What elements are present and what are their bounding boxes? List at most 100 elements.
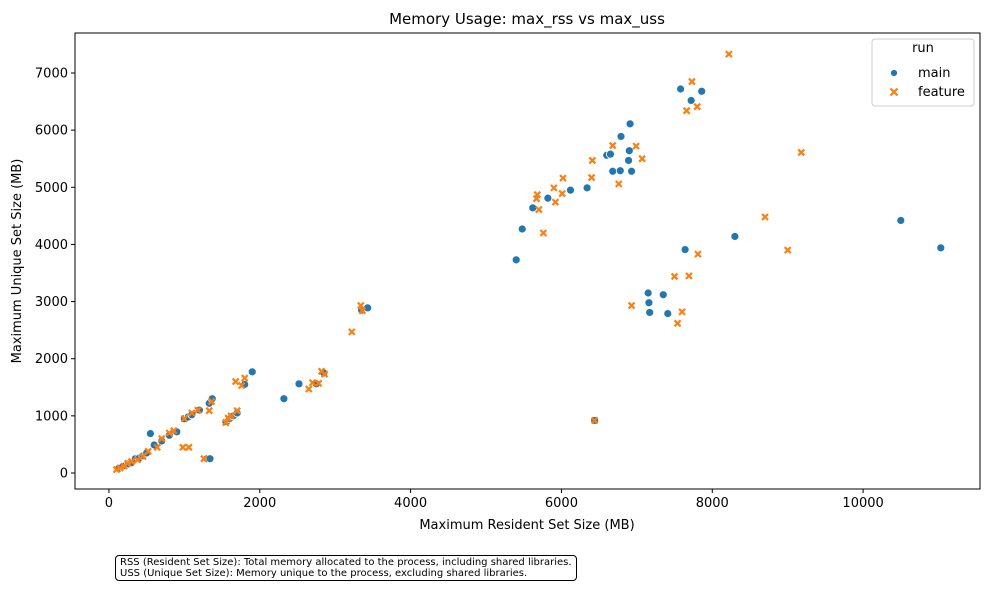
point-feature	[179, 443, 187, 452]
point-feature	[797, 148, 806, 157]
y-tick-label: 5000	[35, 181, 68, 196]
point-feature	[205, 406, 214, 415]
point-main	[624, 156, 633, 165]
point-feature	[133, 456, 142, 464]
point-feature	[587, 173, 596, 182]
point-main	[625, 119, 635, 129]
y-tick-label: 6000	[35, 124, 68, 139]
point-main	[686, 96, 696, 105]
point-feature	[694, 250, 702, 258]
x-tick-label: 6000	[545, 496, 578, 511]
point-feature	[240, 374, 249, 382]
chart-title: Memory Usage: max_rss vs max_uss	[389, 10, 665, 29]
legend-label-main: main	[918, 66, 950, 81]
point-main	[624, 146, 634, 156]
point-main	[730, 232, 740, 241]
point-feature	[144, 447, 152, 456]
point-feature	[308, 378, 317, 387]
point-main	[279, 394, 289, 404]
point-feature	[231, 377, 240, 386]
point-main	[247, 367, 257, 377]
point-feature	[558, 189, 566, 198]
point-main	[294, 379, 304, 389]
point-main	[616, 132, 626, 141]
point-feature	[233, 406, 241, 415]
legend-label-feature: feature	[918, 85, 965, 100]
legend-title: run	[912, 41, 934, 56]
point-feature	[588, 156, 597, 165]
point-feature	[170, 426, 178, 435]
point-main	[663, 309, 673, 318]
point-feature	[539, 229, 548, 237]
point-main	[643, 288, 653, 298]
point-feature	[688, 77, 696, 86]
point-feature	[185, 443, 193, 452]
x-tick-label: 10000	[842, 496, 883, 511]
legend-marker-feature	[889, 87, 899, 97]
point-feature	[761, 213, 769, 221]
point-main	[582, 183, 592, 193]
point-main	[205, 454, 215, 464]
point-main	[157, 436, 167, 446]
point-feature	[590, 416, 599, 425]
point-main	[606, 149, 615, 159]
point-feature	[535, 205, 543, 214]
point-feature	[725, 50, 733, 58]
point-main	[517, 224, 527, 234]
point-main	[511, 255, 521, 265]
y-axis-ticks: 0 1000 2000 3000 4000 5000 6000 7000	[35, 67, 75, 482]
point-feature	[165, 429, 174, 437]
y-tick-label: 2000	[35, 352, 68, 367]
point-feature	[348, 328, 356, 336]
annotation-line-uss: USS (Unique Set Size): Memory unique to …	[120, 568, 528, 579]
x-tick-label: 2000	[243, 496, 276, 511]
point-feature	[614, 180, 623, 188]
x-axis-label: Maximum Resident Set Size (MB)	[419, 518, 634, 533]
annotation-box: RSS (Resident Set Size): Total memory al…	[115, 555, 577, 581]
y-tick-label: 0	[60, 467, 68, 482]
point-main	[680, 245, 690, 254]
point-main	[543, 193, 553, 203]
point-feature	[188, 409, 196, 417]
point-main	[896, 216, 906, 225]
point-feature	[139, 452, 147, 461]
point-feature	[358, 306, 367, 315]
point-feature	[627, 301, 636, 310]
point-feature	[608, 141, 617, 150]
plot-area	[74, 32, 981, 490]
point-main	[187, 410, 197, 420]
point-main	[615, 166, 625, 176]
point-feature	[673, 319, 682, 328]
legend-marker-main	[890, 69, 898, 77]
point-feature	[682, 106, 691, 115]
point-feature	[320, 370, 329, 378]
point-main	[627, 166, 636, 176]
point-main	[645, 308, 655, 317]
y-tick-label: 7000	[35, 67, 68, 82]
data-points	[112, 50, 946, 474]
y-tick-label: 3000	[35, 295, 68, 310]
point-main	[936, 243, 946, 253]
point-feature	[357, 301, 365, 310]
point-main	[644, 298, 654, 308]
point-feature	[207, 397, 216, 406]
point-feature	[200, 454, 208, 463]
x-tick-label: 0	[105, 496, 113, 511]
point-feature	[678, 308, 686, 316]
x-tick-label: 4000	[394, 496, 427, 511]
point-feature	[670, 272, 679, 281]
point-main	[146, 429, 155, 438]
legend: run main feature	[871, 38, 975, 107]
point-feature	[157, 434, 166, 443]
point-feature	[180, 414, 189, 423]
point-feature	[227, 412, 235, 420]
annotation-line-rss: RSS (Resident Set Size): Total memory al…	[120, 557, 572, 568]
point-feature	[194, 406, 202, 414]
point-feature	[551, 198, 560, 206]
point-main	[566, 185, 575, 195]
point-feature	[559, 174, 567, 182]
point-feature	[632, 142, 640, 150]
point-feature	[237, 381, 246, 390]
point-feature	[314, 379, 323, 388]
